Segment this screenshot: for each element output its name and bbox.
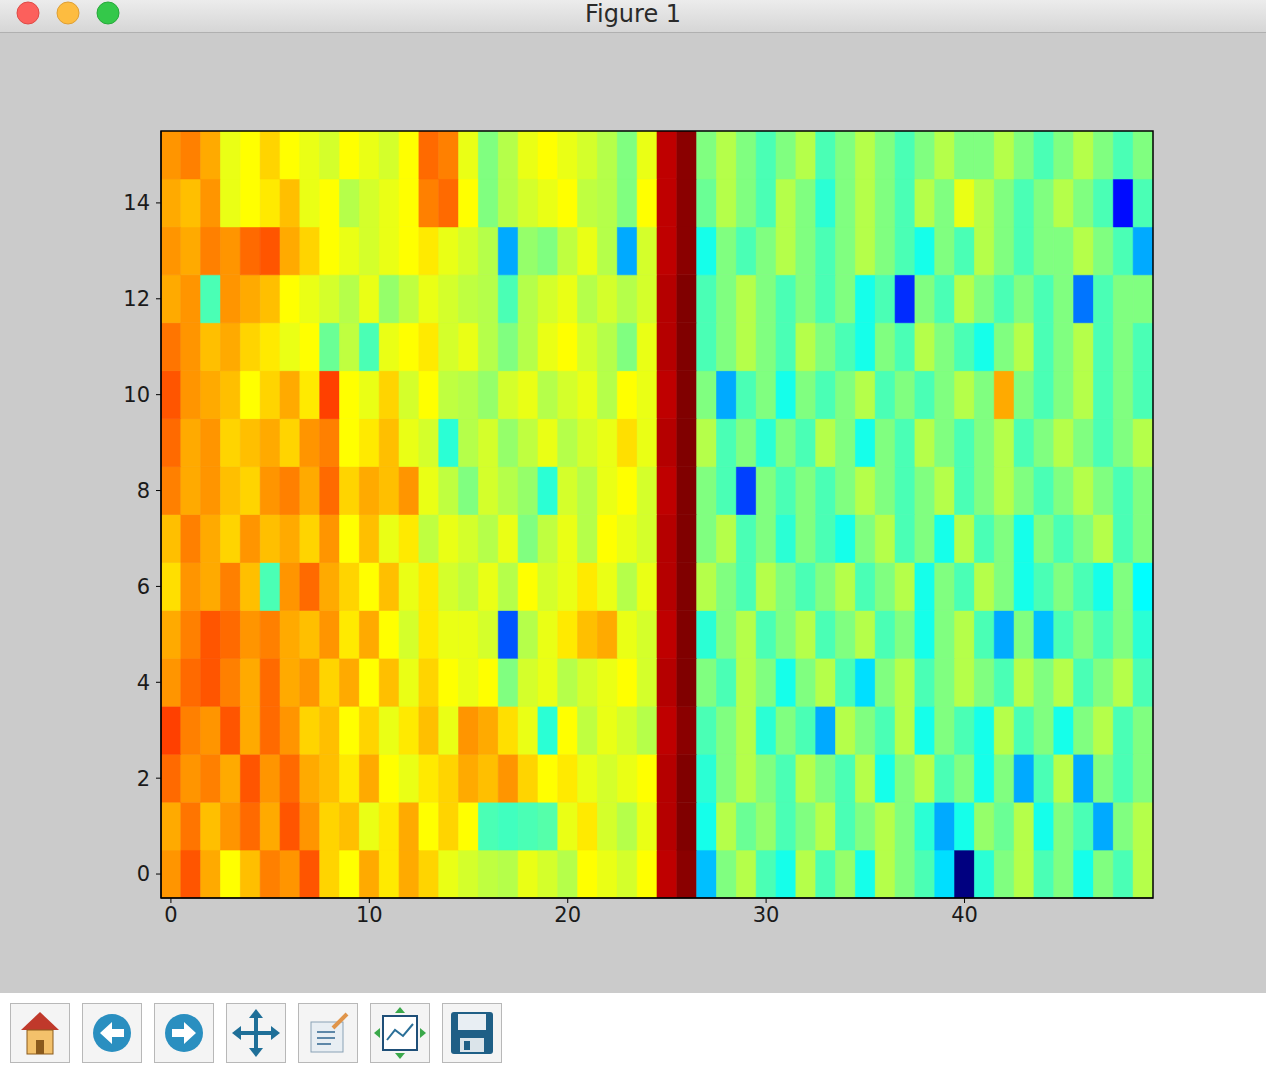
svg-text:30: 30 [753, 903, 780, 927]
svg-text:2: 2 [137, 767, 150, 791]
svg-text:40: 40 [951, 903, 978, 927]
svg-text:4: 4 [137, 671, 150, 695]
svg-text:6: 6 [137, 575, 150, 599]
html-text:Figure 1: Figure 1 [584, 0, 682, 28]
svg-text:10: 10 [123, 383, 150, 407]
svg-text:10: 10 [356, 903, 383, 927]
svg-text:0: 0 [164, 903, 177, 927]
svg-text:12: 12 [123, 287, 150, 311]
svg-text:0: 0 [137, 862, 150, 886]
svg-text:20: 20 [554, 903, 581, 927]
svg-text:8: 8 [137, 479, 150, 503]
svg-text:14: 14 [123, 191, 150, 215]
